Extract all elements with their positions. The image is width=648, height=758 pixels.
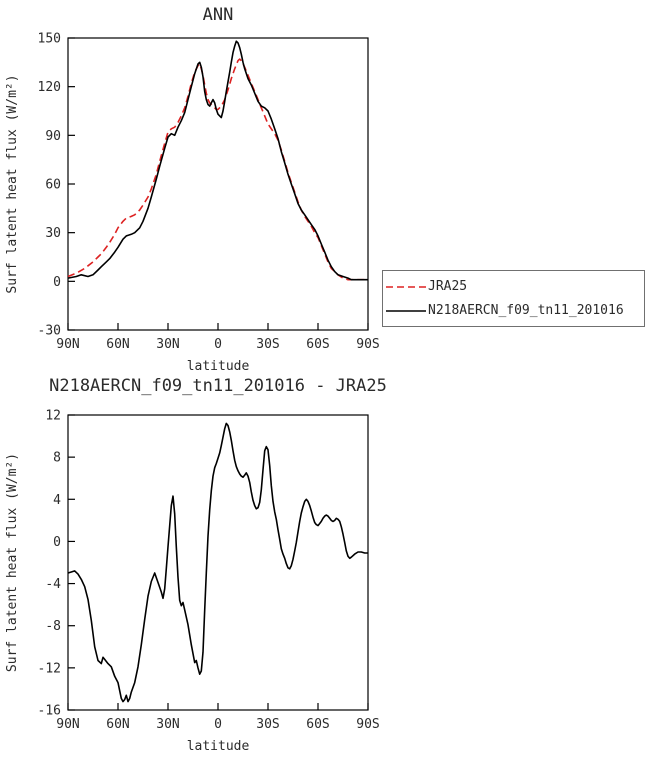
y-tick-label: -12 [38,661,61,676]
x-tick-label: 90N [56,717,79,732]
y-tick-label: 8 [53,451,61,466]
legend-box: JRA25 N218AERCN_f09_tn11_201016 [382,270,645,327]
series-line-N218AERCN_f09_tn11_201016 [67,40,368,281]
x-tick-label: 60N [106,717,129,732]
x-tick-label: 30N [156,337,179,352]
y-tick-label: 60 [45,178,61,193]
x-tick-label: 90S [356,337,379,352]
legend-line-sample-jra25 [386,285,426,288]
y-tick-label: -4 [45,577,61,592]
y-tick-label: 150 [38,32,61,47]
y-tick-label: 12 [45,409,61,424]
x-tick-label: 60S [306,337,329,352]
y-tick-label: 0 [53,535,61,550]
series-line-JRA25 [67,58,368,281]
legend-line-sample-model [386,309,426,312]
chart-0: 90N 60N 30N 0 30S 60S 90S -30 0 30 60 90 120 150 ANN la… [5,5,380,374]
legend-label-jra25: JRA25 [428,279,468,294]
y-axis-label: Surf latent heat flux (W/m²) [5,453,20,672]
chart-title: ANN [203,5,234,25]
y-tick-label: 120 [38,80,61,95]
x-tick-label: 30S [256,717,279,732]
legend-item-model: N218AERCN_f09_tn11_201016 [384,299,644,323]
y-tick-label: 30 [45,226,61,241]
chart-title: N218AERCN_f09_tn11_201016 - JRA25 [49,376,387,396]
y-tick-label: -8 [45,619,61,634]
legend-item-jra25: JRA25 [384,275,644,299]
series-line-N218AERCN_f09_tn11_201016 - JRA25 [67,422,368,703]
y-tick-label: 4 [53,493,61,508]
x-tick-label: 0 [214,337,222,352]
y-tick-label: 90 [45,129,61,144]
x-tick-label: 0 [214,717,222,732]
x-tick-label: 90N [56,337,79,352]
y-tick-label: -16 [38,704,61,719]
y-tick-label: 0 [53,275,61,290]
y-tick-label: -30 [38,324,61,339]
x-tick-label: 60S [306,717,329,732]
legend-label-model: N218AERCN_f09_tn11_201016 [428,303,624,318]
x-tick-label: 90S [356,717,379,732]
x-tick-label: 30N [156,717,179,732]
y-axis-label: Surf latent heat flux (W/m²) [5,74,20,293]
plot-frame [67,37,369,331]
x-axis-label: latitude [187,359,250,374]
x-axis-label: latitude [187,739,250,754]
x-tick-label: 60N [106,337,129,352]
chart-1: 90N 60N 30N 0 30S 60S 90S -16 -12 -8 -4 0 4 8 12 N218AE… [5,376,387,754]
x-tick-label: 30S [256,337,279,352]
